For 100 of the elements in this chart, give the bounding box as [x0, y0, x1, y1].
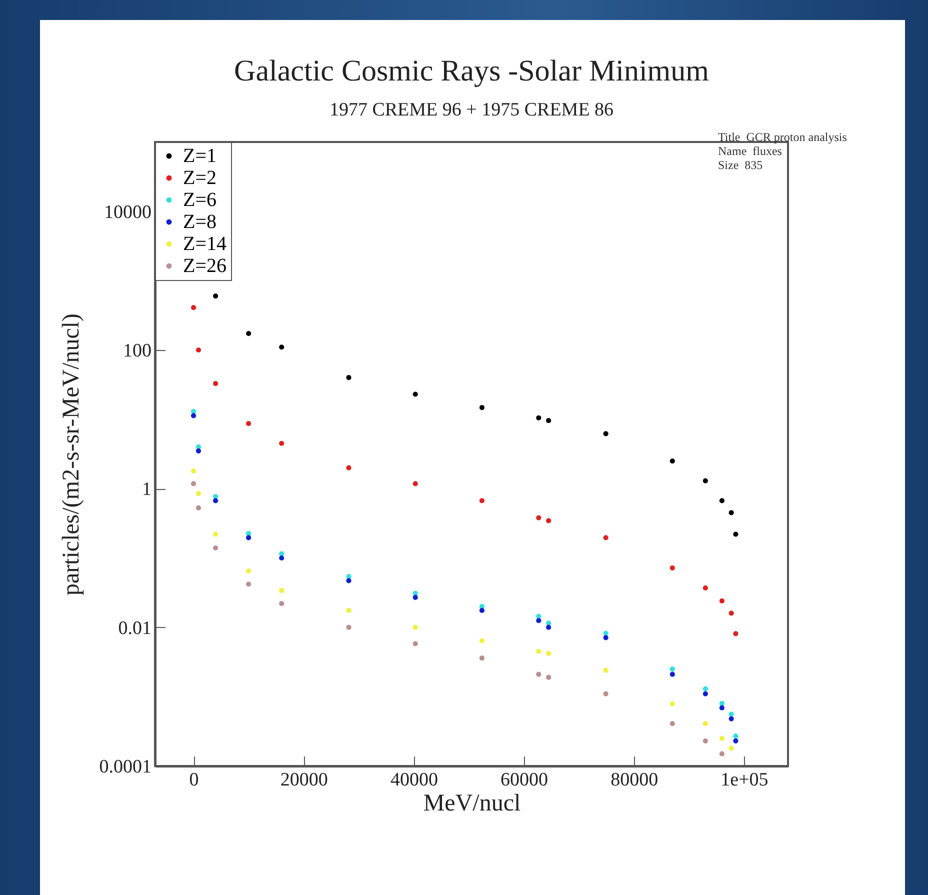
- point: [196, 505, 202, 510]
- point: [279, 344, 284, 350]
- point: [246, 535, 252, 540]
- legend-label: Z=14: [183, 233, 226, 255]
- annotation: Name fluxes: [718, 144, 783, 158]
- point: [536, 415, 542, 420]
- point: [213, 381, 218, 386]
- y-axis-title: particles/(m2-s-sr-MeV/nucl): [58, 313, 84, 596]
- point: [702, 738, 708, 744]
- point: [702, 691, 708, 696]
- point: [546, 650, 552, 656]
- point: [412, 641, 418, 646]
- point: [719, 751, 724, 756]
- point: [412, 392, 418, 397]
- point: [719, 705, 724, 710]
- point: [279, 555, 284, 561]
- point: [733, 631, 738, 636]
- point: [546, 518, 552, 524]
- point: [346, 574, 352, 580]
- point: [670, 701, 675, 706]
- point: [546, 418, 552, 424]
- point: [733, 738, 738, 744]
- point: [412, 481, 418, 486]
- point: [213, 498, 218, 504]
- point: [733, 532, 738, 537]
- point: [536, 648, 542, 654]
- x-tick-label: 60000: [500, 770, 548, 790]
- point: [719, 736, 724, 741]
- x-tick-label: 40000: [390, 770, 438, 790]
- point: [603, 635, 608, 640]
- y-tick-label: 0.01: [118, 618, 152, 639]
- point: [719, 498, 724, 504]
- point: [603, 535, 608, 540]
- point: [346, 578, 352, 584]
- point: [728, 746, 734, 751]
- point: [546, 674, 552, 680]
- point: [246, 582, 252, 587]
- point: [190, 304, 196, 310]
- point: [733, 734, 738, 739]
- point: [246, 420, 252, 426]
- point: [213, 532, 218, 537]
- point: [346, 375, 352, 380]
- x-tick-label: 80000: [610, 770, 658, 790]
- point: [719, 598, 724, 604]
- x-tick-label: 20000: [280, 770, 328, 790]
- point: [213, 294, 218, 299]
- x-tick-label: 0: [189, 770, 199, 790]
- point: [670, 458, 675, 464]
- point: [196, 347, 202, 353]
- point: [213, 545, 218, 550]
- point: [603, 668, 608, 673]
- x-tick-label: 1e+05: [720, 770, 768, 790]
- point: [728, 712, 734, 717]
- point: [190, 408, 196, 414]
- y-tick-label: 100: [123, 340, 152, 362]
- point: [196, 448, 202, 454]
- point: [346, 465, 352, 470]
- point: [728, 510, 734, 516]
- point: [536, 618, 542, 624]
- point: [190, 468, 196, 474]
- chart-title: Galactic Cosmic Rays -Solar Minimum: [234, 54, 709, 88]
- legend-label: Z=26: [183, 255, 226, 277]
- point: [728, 716, 734, 722]
- x-axis-title: MeV/nucl: [423, 790, 521, 816]
- point: [412, 594, 418, 600]
- point: [670, 672, 675, 677]
- point: [279, 601, 284, 606]
- point: [412, 624, 418, 630]
- point: [728, 610, 734, 616]
- legend-label: Z=6: [183, 189, 216, 211]
- legend-label: Z=1: [183, 145, 216, 167]
- point: [546, 624, 552, 630]
- point: [546, 620, 552, 626]
- y-tick-label: 1: [142, 479, 152, 500]
- point: [479, 638, 485, 644]
- point: [346, 608, 352, 614]
- point: [279, 588, 284, 594]
- point: [246, 568, 252, 574]
- point: [246, 531, 252, 536]
- annotation: Title GCR proton analysis: [718, 130, 847, 144]
- point: [190, 481, 196, 486]
- point: [536, 515, 542, 520]
- point: [702, 686, 708, 692]
- point: [670, 720, 675, 726]
- point: [246, 330, 252, 336]
- point: [479, 656, 485, 661]
- legend-label: Z=8: [183, 211, 216, 233]
- point: [670, 565, 675, 570]
- point: [719, 700, 724, 706]
- point: [213, 494, 218, 500]
- point: [479, 608, 485, 614]
- point: [196, 491, 202, 496]
- point: [702, 720, 708, 726]
- point: [603, 691, 608, 696]
- point: [279, 551, 284, 556]
- point: [479, 404, 485, 410]
- point: [279, 440, 284, 446]
- y-tick-label: 0.0001: [99, 756, 152, 778]
- point: [190, 413, 196, 418]
- point: [702, 478, 708, 484]
